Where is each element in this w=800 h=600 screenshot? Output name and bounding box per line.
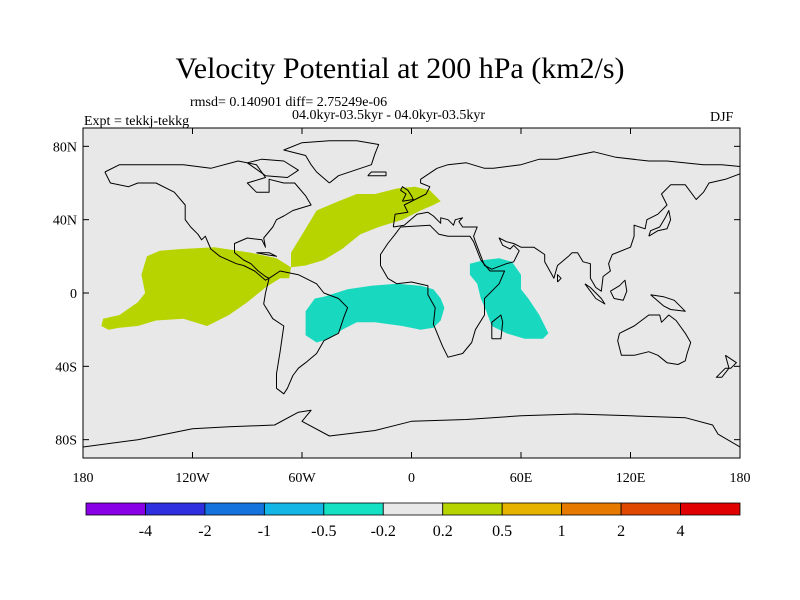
season-label: DJF (710, 110, 734, 125)
coastline-eurasia (392, 151, 740, 292)
experiment-label: Expt = tekkj-tekkg (84, 114, 190, 129)
coastline-baffin (246, 158, 299, 178)
coastline-australia (617, 314, 692, 365)
colorbar-label: -2 (198, 523, 211, 540)
x-tick-label: 60W (288, 471, 316, 486)
colorbar-swatch (204, 502, 265, 516)
coastline-iceland (367, 171, 387, 177)
colorbar-label: 2 (617, 523, 625, 540)
colorbar-swatch (263, 502, 325, 516)
colorbar-swatch (382, 502, 444, 516)
coastline-sumatra (584, 283, 606, 305)
coastline-japan (648, 210, 672, 237)
colorbar-swatch (85, 502, 146, 516)
colorbar-label: 1 (558, 523, 566, 540)
coastline-new-guinea (650, 294, 686, 312)
coastline-south-america (263, 270, 349, 395)
coastline-britain (400, 186, 414, 202)
coastline-sri-lanka (557, 274, 562, 283)
x-tick-label: 60E (510, 471, 533, 486)
colorbar-swatch (323, 502, 384, 516)
colorbar-swatch (680, 502, 741, 516)
y-tick-label: 40N (53, 214, 77, 229)
y-axis: 80N 40N 0 40S 80S (53, 140, 740, 449)
y-tick-label: 80N (53, 140, 77, 155)
coastline-africa (380, 224, 506, 358)
x-tick-label: 180 (730, 471, 751, 486)
coastlines (83, 140, 740, 448)
colorbar-label: 0.2 (433, 523, 453, 540)
colorbar-label: -4 (139, 523, 152, 540)
pacific-positive-anomaly (101, 247, 291, 330)
figure-title: Velocity Potential at 200 hPa (km2/s) (175, 52, 625, 85)
colorbar-label: -0.2 (371, 523, 396, 540)
colorbar-label: -0.5 (311, 523, 336, 540)
coastline-borneo (609, 279, 628, 301)
colorbar-swatch (145, 502, 206, 516)
x-tick-label: 0 (408, 471, 415, 486)
colorbar-label: -1 (258, 523, 271, 540)
coastline-cuba (256, 252, 277, 257)
colorbar-swatch (501, 502, 563, 516)
colorbar-swatch (442, 502, 503, 516)
colorbar-swatch (561, 502, 622, 516)
x-tick-label: 120E (616, 471, 646, 486)
atlantic-positive-anomaly (291, 186, 441, 268)
colorbar: -4 -2 -1 -0.5 -0.2 0.2 0.5 1 2 4 (85, 502, 741, 540)
colorbar-label: 4 (677, 523, 685, 540)
x-tick-label: 180 (73, 471, 94, 486)
coastline-madagascar (491, 314, 504, 340)
y-tick-label: 0 (70, 287, 77, 302)
coastline-antarctica (83, 409, 740, 448)
y-tick-label: 40S (55, 360, 77, 375)
period-line: 04.0kyr-03.5kyr - 04.0kyr-03.5kyr (292, 108, 486, 123)
coastline-new-zealand (715, 354, 737, 378)
indian-ocean-negative-anomaly (469, 258, 549, 339)
y-tick-label: 80S (55, 434, 77, 449)
colorbar-swatch (620, 502, 681, 516)
coastline-greenland (283, 140, 380, 184)
x-tick-label: 120W (175, 471, 210, 486)
coastline-north-america (104, 160, 312, 281)
stats-line: rmsd= 0.140901 diff= 2.75249e-06 (190, 95, 388, 110)
colorbar-label: 0.5 (492, 523, 512, 540)
x-axis: 180 120W 60W 0 60E 120E 180 (73, 128, 751, 486)
